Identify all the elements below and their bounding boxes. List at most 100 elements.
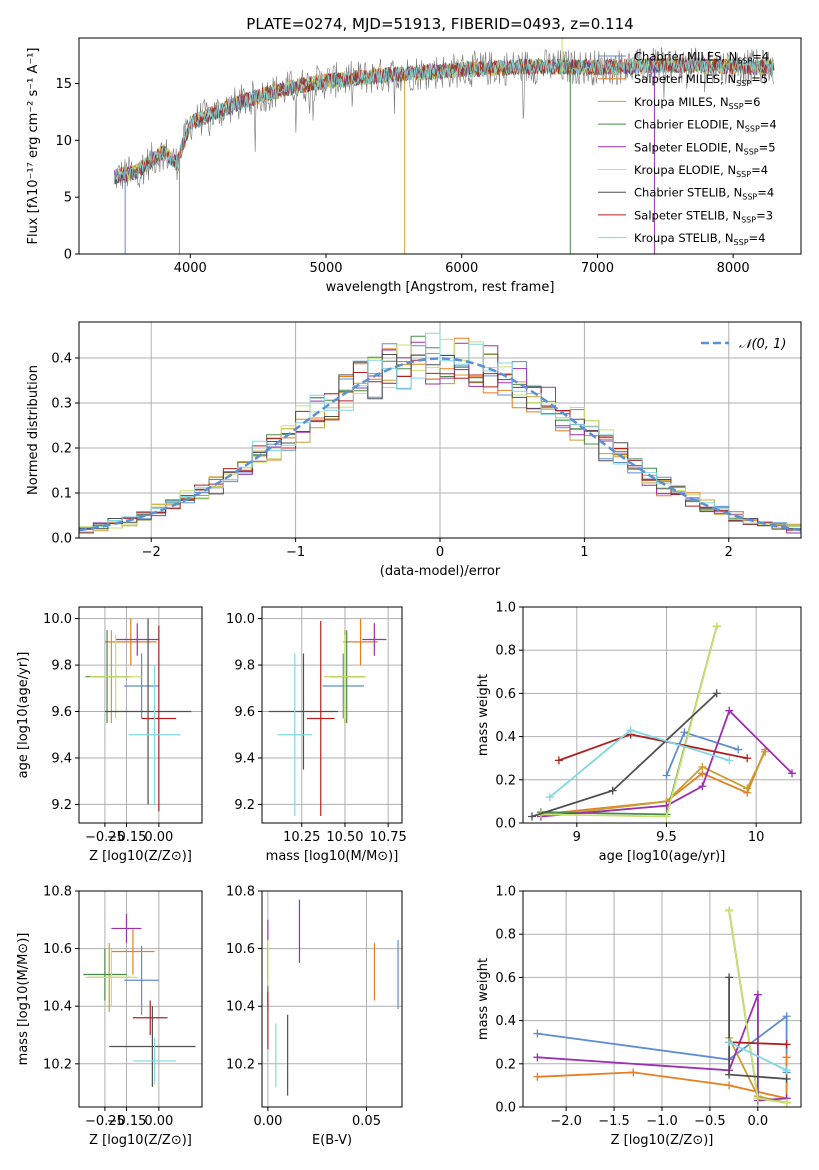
x-axis-label: Z [log10(Z/Z⊙)] xyxy=(611,1133,714,1148)
x-tick-label: −1.5 xyxy=(598,1114,630,1129)
mass-weight-marker xyxy=(712,689,721,698)
mass-weight-vs-metallicity-panel: −2.0 −1.5 −1.0 −0.5 0.0 0.0 0.2 0.4 0.6 0.8 1.0 Z [… xyxy=(476,885,802,1148)
y-tick-label: 0.2 xyxy=(495,1057,516,1072)
y-tick-label: 0.0 xyxy=(51,532,72,547)
legend-entry: Chabrier STELIB, NSSP=4 xyxy=(634,186,774,202)
y-tick-label: 0.3 xyxy=(51,397,72,412)
y-tick-label: 9.8 xyxy=(51,659,72,674)
y-axis-label: Normed distribution xyxy=(26,365,41,495)
residual-histogram-6 xyxy=(79,354,801,530)
residual-histogram-8 xyxy=(79,332,801,533)
y-tick-label: 0.4 xyxy=(495,730,516,745)
x-tick-label: 6000 xyxy=(445,261,478,276)
legend-subscript: SSP xyxy=(737,57,752,66)
mass-weight-marker xyxy=(782,1040,791,1049)
mass-weight-series-5 xyxy=(540,626,718,818)
y-tick-label: 10.2 xyxy=(226,1057,255,1072)
legend-subscript: SSP xyxy=(741,215,756,224)
x-tick-label: −2.0 xyxy=(550,1114,582,1129)
plot-area xyxy=(85,618,192,812)
mass-weight-marker xyxy=(743,754,752,763)
figure-title: PLATE=0274, MJD=51913, FIBERID=0493, z=0… xyxy=(246,15,633,33)
mass-weight-marker xyxy=(743,784,752,793)
legend-subscript: SSP xyxy=(734,238,749,247)
x-axis-label: Z [log10(Z/Z⊙)] xyxy=(89,849,192,864)
mass-weight-marker xyxy=(725,1038,734,1047)
x-tick-label: 0 xyxy=(436,545,444,560)
x-tick-label: 0.00 xyxy=(253,1114,282,1129)
y-axis-label: mass weight xyxy=(476,958,491,1040)
legend-label: Kroupa MILES, N xyxy=(634,95,729,109)
mass-weight-marker xyxy=(533,1072,542,1081)
legend-count: =4 xyxy=(757,186,774,200)
x-axis-label: age [log10(age/yr)] xyxy=(599,849,726,864)
plot-area xyxy=(79,332,801,534)
y-tick-label: 0.8 xyxy=(495,644,516,659)
x-tick-label: 5000 xyxy=(309,261,342,276)
legend-subscript: SSP xyxy=(744,147,759,156)
grid xyxy=(262,890,402,1107)
legend-entry: Kroupa MILES, NSSP=6 xyxy=(634,95,760,111)
y-axis-label: mass [log10(M/M⊙)] xyxy=(16,933,31,1066)
plot-area xyxy=(268,618,387,817)
legend-label: Chabrier MILES, N xyxy=(634,50,737,64)
axes-frame xyxy=(522,606,802,824)
mass-weight-marker xyxy=(725,706,734,715)
grid xyxy=(523,606,801,824)
x-tick-label: −0.15 xyxy=(107,830,147,845)
legend-subscript: SSP xyxy=(742,193,757,202)
x-tick-label: −2 xyxy=(142,545,161,560)
axes-frame xyxy=(78,606,203,824)
y-tick-label: 1.0 xyxy=(495,601,516,616)
x-tick-label: −0.25 xyxy=(85,830,125,845)
mass-weight-marker xyxy=(533,1053,542,1062)
legend-entry: Salpeter MILES, NSSP=5 xyxy=(634,72,768,88)
y-axis-label: Flux [fλ10⁻¹⁷ erg cm⁻² s⁻¹ A⁻¹] xyxy=(26,48,41,245)
y-tick-label: 9.2 xyxy=(51,798,72,813)
mass-weight-marker xyxy=(782,1074,791,1083)
legend-subscript: SSP xyxy=(729,102,744,111)
legend-count: =4 xyxy=(751,163,768,177)
mass-weight-marker xyxy=(734,745,743,754)
y-tick-label: 0.1 xyxy=(51,487,72,502)
y-tick-label: 5 xyxy=(64,191,72,206)
legend-label: Salpeter STELIB, N xyxy=(634,208,741,222)
plot-area xyxy=(267,899,399,1096)
legend-entry: Salpeter ELODIE, NSSP=5 xyxy=(634,140,776,156)
y-tick-label: 9.6 xyxy=(51,705,72,720)
legend-count: =5 xyxy=(759,140,776,154)
legend-count: =4 xyxy=(760,118,777,132)
y-tick-label: 0.2 xyxy=(495,773,516,788)
y-tick-label: 1.0 xyxy=(495,885,516,900)
model-spectrum-8 xyxy=(113,57,775,184)
gaussian-curve xyxy=(79,357,801,532)
axes-frame xyxy=(78,37,802,255)
y-tick-label: 9.4 xyxy=(234,751,255,766)
legend-label: Kroupa ELODIE, N xyxy=(634,163,736,177)
y-tick-label: 9.2 xyxy=(234,798,255,813)
y-tick-label: 0.2 xyxy=(51,442,72,457)
x-tick-label: 7000 xyxy=(581,261,614,276)
axes-frame xyxy=(78,321,802,539)
y-tick-label: 10.4 xyxy=(43,1000,72,1015)
legend-label: Salpeter ELODIE, N xyxy=(634,140,744,154)
spectrum-panel: 4000 5000 6000 7000 8000 0 5 10 15 wavelength [An… xyxy=(26,37,802,295)
x-tick-label: 10.50 xyxy=(326,830,363,845)
x-tick-label: 1 xyxy=(580,545,588,560)
y-tick-label: 10.4 xyxy=(226,1000,255,1015)
axes-frame xyxy=(261,890,403,1108)
mass-vs-ebv-panel: 0.00 0.05 10.2 10.4 10.6 10.8 E(B-V) xyxy=(226,885,403,1148)
y-tick-label: 0.8 xyxy=(495,928,516,943)
grid xyxy=(523,890,801,1108)
mass-weight-marker xyxy=(725,973,734,982)
mass-weight-marker xyxy=(533,1029,542,1038)
y-axis-label: mass weight xyxy=(476,674,491,756)
legend-count: =4 xyxy=(749,231,766,245)
plot-area xyxy=(533,906,791,1107)
y-tick-label: 9.4 xyxy=(51,751,72,766)
x-tick-label: −0.25 xyxy=(85,1114,125,1129)
legend-entry: Kroupa ELODIE, NSSP=4 xyxy=(634,163,768,179)
x-tick-label: 9.5 xyxy=(656,830,677,845)
mass-weight-marker xyxy=(788,769,797,778)
